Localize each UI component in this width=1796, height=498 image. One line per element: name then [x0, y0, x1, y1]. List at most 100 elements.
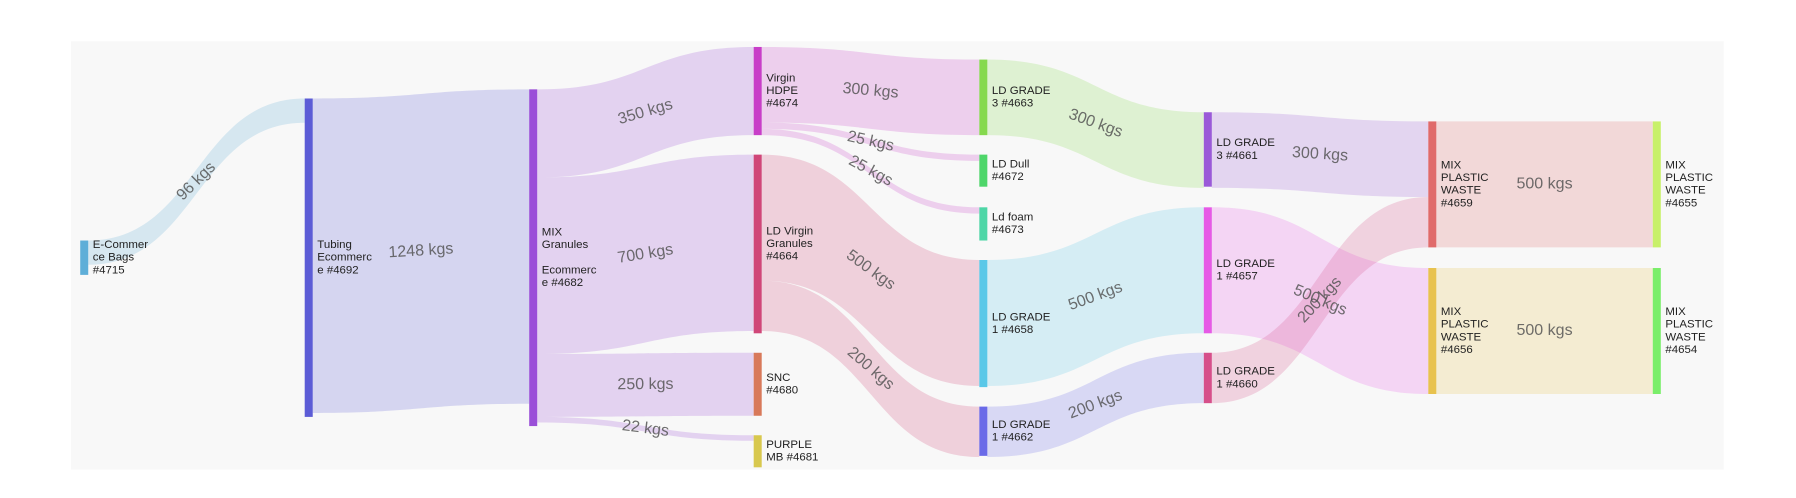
node: [979, 59, 988, 136]
node: [1203, 207, 1212, 334]
node-label: WASTE: [1665, 331, 1706, 343]
node-label: LD GRADE: [1216, 258, 1275, 270]
link-label: 500 kgs: [1516, 175, 1572, 193]
nodes: [80, 46, 1661, 468]
node-label: MIX: [542, 227, 563, 239]
link: [987, 352, 1204, 457]
node-label: LD GRADE: [1216, 137, 1275, 149]
node-label: 1 #4660: [1216, 378, 1257, 390]
node-label: 1 #4657: [1216, 271, 1257, 283]
node-label: 3 #4661: [1216, 150, 1257, 162]
link: [987, 207, 1204, 386]
node-label: WASTE: [1441, 331, 1482, 343]
node-label: PURPLE: [766, 439, 812, 451]
link: [761, 128, 980, 214]
link: [1211, 197, 1429, 404]
node-label: LD GRADE: [1216, 366, 1275, 378]
node-label: 3 #4663: [992, 98, 1033, 110]
node-label: E-Commer: [93, 239, 148, 251]
node-label: #4659: [1441, 197, 1473, 209]
node-label: #4673: [992, 224, 1024, 236]
node-label: #4672: [992, 171, 1024, 183]
link: [537, 352, 754, 417]
link: [761, 280, 980, 457]
node-label: MIX: [1441, 306, 1462, 318]
node-label: e #4692: [317, 264, 358, 276]
node: [979, 207, 988, 241]
link-label: 300 kgs: [1292, 143, 1349, 165]
node: [753, 154, 762, 334]
node-label: e #4682: [542, 277, 583, 289]
node: [979, 406, 988, 456]
node-label: Granules: [766, 238, 813, 250]
node-label: #4680: [766, 385, 798, 397]
node: [304, 98, 313, 417]
node-label: Tubing: [317, 239, 352, 251]
node-label: ce Bags: [93, 252, 135, 264]
node-label: WASTE: [1665, 185, 1706, 197]
node: [529, 89, 538, 427]
node-label: Granules: [542, 239, 589, 251]
node: [80, 240, 89, 275]
link: [312, 89, 530, 413]
link: [1436, 121, 1653, 248]
node: [1203, 352, 1212, 404]
link: [537, 154, 754, 354]
node-label: HDPE: [766, 85, 798, 97]
node: [979, 154, 988, 187]
links: [88, 46, 1653, 457]
node: [1652, 121, 1661, 248]
node: [753, 352, 762, 416]
node-label: #4674: [766, 98, 798, 110]
link: [987, 59, 1204, 188]
node-label: 1 #4658: [992, 324, 1033, 336]
node-label: #4654: [1665, 344, 1697, 356]
node: [1652, 268, 1661, 395]
node-label: PLASTIC: [1441, 172, 1489, 184]
node: [753, 46, 762, 136]
link: [761, 46, 980, 136]
link: [88, 98, 305, 265]
link-label: 250 kgs: [617, 375, 673, 393]
node: [753, 435, 762, 468]
node-label: #4715: [93, 264, 125, 276]
node-label: #4656: [1441, 344, 1473, 356]
node-label: Ecommerc: [317, 252, 372, 264]
link-label: 22 kgs: [621, 416, 670, 440]
node: [1428, 268, 1437, 395]
link-label: 500 kgs: [1516, 321, 1572, 339]
node-label: LD Virgin: [766, 225, 813, 237]
node-label: Ecommerc: [542, 264, 597, 276]
node-label: MIX: [1665, 160, 1686, 172]
node-label: LD Dull: [992, 158, 1030, 170]
link: [1211, 112, 1429, 198]
node-label: WASTE: [1441, 185, 1482, 197]
node-label: PLASTIC: [1665, 172, 1713, 184]
link: [761, 122, 980, 161]
chart-background: [71, 41, 1724, 470]
node-label: #4655: [1665, 197, 1697, 209]
node: [979, 259, 988, 388]
link: [761, 154, 980, 386]
node-label: LD GRADE: [992, 419, 1051, 431]
link: [537, 46, 754, 178]
node-label: MIX: [1441, 160, 1462, 172]
node: [1203, 112, 1212, 187]
node-label: SNC: [766, 372, 790, 384]
node-label: 1 #4662: [992, 432, 1033, 444]
link-label: 1248 kgs: [388, 239, 454, 261]
link: [537, 416, 754, 441]
node-label: MIX: [1665, 306, 1686, 318]
node-label: MB #4681: [766, 452, 818, 464]
node-label: LD GRADE: [992, 311, 1051, 323]
link: [1436, 268, 1653, 395]
node-label: #4664: [766, 251, 798, 263]
node-label: PLASTIC: [1441, 319, 1489, 331]
node-label: PLASTIC: [1665, 319, 1713, 331]
node-label: Ld foam: [992, 212, 1033, 224]
node-label: LD GRADE: [992, 85, 1051, 97]
link-label: 300 kgs: [842, 79, 899, 102]
link: [1211, 207, 1429, 395]
